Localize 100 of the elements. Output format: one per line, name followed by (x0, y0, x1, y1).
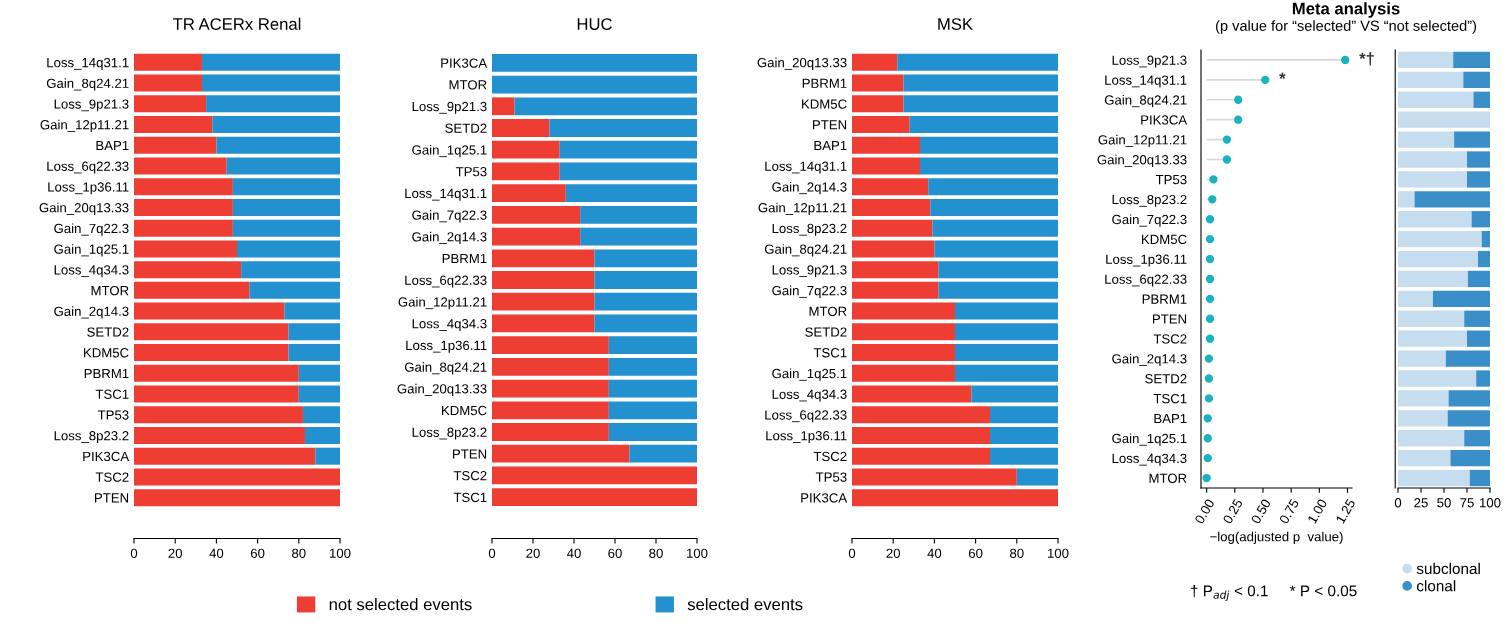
y-tick-label: TSC2 (813, 451, 847, 462)
y-tick-label: Gain_7q22.3 (54, 223, 129, 236)
y-tick-label: Loss_4q34.3 (772, 389, 847, 402)
y-tick-label: Loss_8p23.2 (54, 431, 129, 443)
y-tick-label: Loss_8p23.2 (412, 427, 487, 440)
chart-title: TR ACERx Renal (173, 17, 301, 30)
y-tick-label: PIK3CA (1141, 115, 1188, 125)
y-tick-label: Loss_1p36.11 (48, 182, 129, 195)
y-tick-label: Loss_14q31.1 (765, 161, 847, 174)
y-tick-label: KDM5C (1142, 234, 1187, 245)
x-tick-label: 60 (968, 548, 983, 558)
legend-label: clonal (1416, 580, 1456, 592)
y-tick-label: Loss_9p21.3 (412, 101, 487, 114)
y-tick-label: TSC2 (453, 471, 487, 481)
y-tick-label: Loss_9p21.3 (1112, 55, 1187, 68)
y-tick-label: Loss_9p21.3 (54, 99, 129, 112)
y-tick-label: Loss_1p36.11 (766, 431, 847, 443)
annotation: *† (1359, 52, 1374, 66)
y-tick-label: TSC1 (95, 389, 129, 399)
y-tick-label: TSC1 (813, 348, 847, 358)
x-tick-label: 80 (1010, 548, 1024, 558)
y-tick-label: PBRM1 (442, 253, 487, 264)
y-tick-label: Loss_14q31.1 (1105, 75, 1187, 88)
y-tick-label: Gain_7q22.3 (412, 210, 487, 223)
y-tick-label: Gain_2q14.3 (772, 181, 847, 195)
y-tick-label: Loss_1p36.11 (1106, 254, 1187, 267)
y-tick-label: Gain_12p11.21 (758, 202, 847, 215)
y-tick-label: PIK3CA (441, 58, 488, 68)
x-tick-label: 20 (886, 548, 901, 558)
y-tick-label: BAP1 (96, 140, 129, 151)
y-tick-label: BAP1 (1154, 414, 1187, 424)
x-tick-label: 100 (330, 548, 351, 558)
x-tick-label: 100 (1048, 548, 1069, 558)
x-tick-label: 0 (488, 548, 496, 558)
x-tick-label: 50 (1437, 498, 1451, 508)
y-tick-label: TP53 (815, 472, 847, 482)
x-tick-label: 0 (848, 548, 856, 558)
y-tick-label: Gain_20q13.33 (757, 57, 847, 70)
y-tick-label: Gain_1q25.1 (54, 244, 129, 257)
chart-title: Meta analysis (1292, 2, 1400, 18)
y-tick-label: MTOR (809, 306, 847, 316)
y-tick-label: PBRM1 (802, 78, 847, 88)
y-tick-label: TP53 (1155, 174, 1187, 185)
y-tick-label: Loss_4q34.3 (54, 265, 129, 278)
x-tick-label: 60 (250, 548, 265, 558)
y-tick-label: Gain_2q14.3 (412, 231, 487, 245)
x-tick-label: 40 (209, 548, 224, 558)
y-tick-label: Gain_1q25.1 (412, 144, 487, 158)
y-tick-label: KDM5C (802, 99, 847, 109)
y-tick-label: SETD2 (1145, 374, 1187, 384)
y-tick-label: Gain_12p11.21 (40, 119, 129, 133)
y-tick-label: Loss_6q22.33 (765, 410, 847, 423)
y-tick-label: Loss_6q22.33 (1105, 274, 1187, 287)
y-tick-label: Loss_8p23.2 (1112, 194, 1187, 207)
y-tick-label: Gain_8q24.21 (404, 362, 487, 375)
y-tick-label: Loss_4q34.3 (412, 319, 487, 331)
y-tick-label: Gain_8q24.21 (1104, 94, 1187, 108)
y-tick-label: TP53 (97, 410, 129, 420)
legend-label: selected events (687, 598, 803, 611)
y-tick-label: TSC2 (95, 472, 129, 482)
y-tick-label: Gain_12p11.21 (1098, 134, 1187, 148)
y-tick-label: MTOR (1149, 473, 1187, 483)
y-tick-label: Loss_1p36.11 (406, 340, 487, 353)
annotation: * (1279, 72, 1286, 79)
y-tick-label: PTEN (1153, 314, 1187, 324)
y-tick-label: Gain_1q25.1 (1112, 433, 1187, 446)
x-tick-label: 40 (927, 548, 942, 558)
y-tick-label: Loss_8p23.2 (772, 223, 847, 236)
y-tick-label: KDM5C (442, 405, 487, 416)
x-tick-label: 100 (1480, 498, 1501, 508)
y-tick-label: Gain_8q24.21 (46, 78, 129, 91)
y-tick-label: Gain_7q22.3 (1112, 214, 1187, 227)
x-tick-label: 0 (1394, 498, 1402, 508)
y-tick-label: SETD2 (87, 327, 129, 337)
y-tick-label: BAP1 (814, 140, 847, 151)
y-tick-label: PTEN (813, 120, 847, 130)
y-tick-label: Loss_14q31.1 (405, 188, 487, 201)
text: † P$_{adj}$ < 0.1 * P < 0.05 (1191, 585, 1357, 601)
y-tick-label: MTOR (449, 80, 487, 90)
chart-title: HUC (577, 18, 612, 30)
y-tick-label: PBRM1 (1142, 294, 1187, 304)
y-tick-label: SETD2 (805, 327, 847, 337)
y-tick-label: Loss_6q22.33 (405, 275, 487, 288)
y-tick-label: Gain_20q13.33 (39, 202, 129, 215)
y-tick-label: PTEN (95, 493, 129, 503)
y-tick-label: TSC1 (1153, 393, 1187, 404)
x-tick-label: 80 (292, 548, 306, 558)
y-tick-label: Loss_4q34.3 (1112, 453, 1187, 466)
chart-title: MSK (938, 18, 973, 30)
x-tick-label: 25 (1414, 498, 1428, 508)
y-tick-label: Gain_20q13.33 (1097, 154, 1187, 168)
y-tick-label: Gain_12p11.21 (398, 296, 487, 310)
x-tick-label: 100 (687, 548, 708, 558)
y-tick-label: TP53 (455, 167, 487, 177)
y-tick-label: TSC1 (453, 492, 487, 503)
x-tick-label: 0 (130, 548, 138, 558)
y-tick-label: TSC2 (1153, 334, 1187, 344)
x-tick-label: 60 (608, 548, 622, 558)
y-tick-label: SETD2 (445, 123, 487, 133)
y-tick-label: PBRM1 (84, 368, 129, 379)
